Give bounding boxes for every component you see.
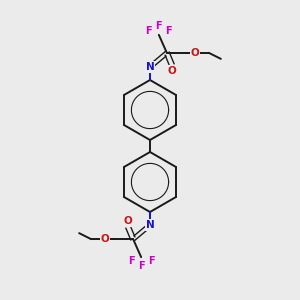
Text: F: F xyxy=(166,26,172,36)
Text: F: F xyxy=(138,261,145,271)
Text: F: F xyxy=(146,26,152,36)
Text: O: O xyxy=(124,216,133,226)
Text: F: F xyxy=(128,256,134,266)
Text: F: F xyxy=(155,21,162,31)
Text: N: N xyxy=(146,220,154,230)
Text: N: N xyxy=(146,62,154,72)
Text: O: O xyxy=(101,234,110,244)
Text: F: F xyxy=(148,256,154,266)
Text: O: O xyxy=(190,48,199,58)
Text: O: O xyxy=(167,66,176,76)
